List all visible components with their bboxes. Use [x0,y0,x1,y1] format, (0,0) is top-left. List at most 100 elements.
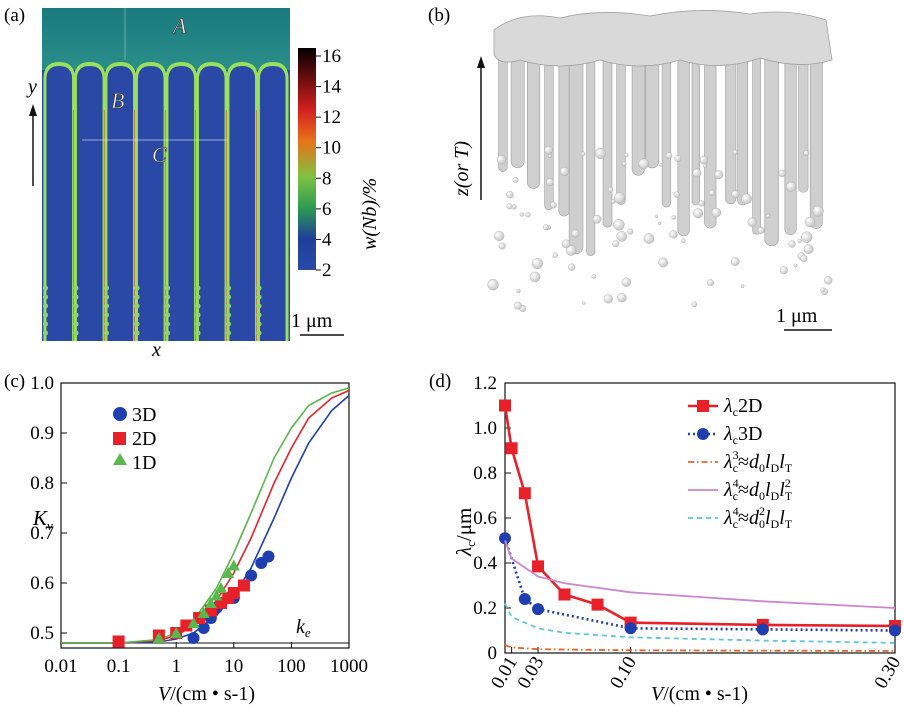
droplet-3d [703,163,708,168]
droplet [164,294,171,300]
droplet-3d [681,238,686,243]
droplet-3d [519,212,524,217]
droplet-3d [671,215,676,220]
droplet-3d [547,153,553,159]
droplet [256,285,262,291]
droplet-3d [711,207,722,218]
series-line-3 [504,540,896,609]
colorbar-ticks: 16 14 12 10 8 6 4 2 [316,46,342,281]
droplet [134,330,140,336]
droplet-3d [549,201,557,209]
droplet [256,321,262,327]
point-1d [170,627,183,638]
droplet-3d [698,200,705,207]
colorbar-tick-label: 2 [322,260,332,281]
droplet-3d [812,205,824,217]
droplet-3d [766,213,771,218]
y-tick-label: 0.5 [30,623,54,644]
dendrite-trunk [198,66,225,341]
y-tick-label: 0.9 [30,423,54,444]
droplet-3d [665,152,673,159]
droplet [225,303,232,309]
droplet [195,285,201,291]
droplet [225,330,232,336]
panel-a: (a) A B C y x 16 14 12 10 8 6 4 2 w(Nb)/% 1 μm [4,5,381,361]
droplet [42,321,49,327]
droplet-3d [740,284,745,288]
droplet [42,330,49,336]
droplet-3d [730,257,740,266]
dendrite-trunk [229,66,256,341]
droplet-3d [674,154,682,162]
x-tick-label: 0.1 [107,656,131,677]
colorbar-tick-label: 6 [322,199,332,220]
point-2d [180,619,193,632]
droplet-3d [571,229,580,238]
dendrite-tips [493,10,833,67]
droplet-3d [616,231,628,242]
droplet-3d [487,278,499,291]
droplet [103,303,110,309]
dendrite-column [764,33,779,247]
droplet-3d [531,257,543,269]
marker-3d [624,622,637,635]
x-tick-label: 0.01 [44,656,77,677]
panel-b: (b) z(or T) 1 μm [428,5,833,331]
droplet-3d [793,263,798,268]
plot-c-ticks: 0.01 0.1 1 10 100 1000 0.5 0.6 0.7 0.8 0.9 1.0 [30,373,368,677]
colorbar-label: w(Nb)/% [359,178,381,250]
y-tick-label: 1.0 [473,418,497,439]
droplet-3d [673,191,680,198]
droplet [195,321,201,327]
point-3d [197,622,210,634]
droplet-3d [824,276,833,285]
plot-d-ylabel: λc/μm [452,508,478,557]
axis-z-arrowhead [477,56,485,68]
region-label-c: C [152,142,167,167]
droplet [195,312,201,318]
colorbar-tick-label: 8 [322,168,332,189]
droplet-3d [613,192,625,204]
legend-label-1: λc3D [723,423,762,447]
droplet-3d [654,214,659,219]
axis-x-label: x [151,339,161,361]
droplet [164,285,171,291]
droplet-3d [779,266,788,275]
marker-3d [756,623,769,636]
droplet-3d [820,287,825,293]
liquid-region [42,8,290,70]
droplet-3d [800,254,808,262]
droplet-3d [546,178,554,186]
droplet [195,330,201,336]
annotation-ke: ke [296,616,311,640]
panel-c: (c) 0.01 0.1 1 10 100 10000.50.60.70.80.91.0 … [4,371,368,705]
droplet-3d [603,294,613,304]
droplet [225,285,232,291]
marker-3d [532,603,545,616]
panel-c-label: (c) [4,371,25,392]
dendrite-3d-render [487,10,833,313]
legend-3d-marker [113,407,127,421]
legend-3d-label: 3D [132,404,156,426]
droplet [256,294,262,300]
region-label-a: A [171,13,187,38]
y-tick-label: 0 [488,643,498,664]
droplet-3d [693,208,704,219]
droplet-3d [617,292,627,303]
dendrite-trunk [107,66,134,341]
droplet-3d [691,301,698,308]
droplet-3d [506,203,513,210]
droplet-3d [621,277,631,287]
point-1d [187,617,200,628]
axis-z-label: z(or T) [451,141,473,197]
point-2d [227,587,240,599]
legend-label-4: λ4 c≈d2 0lDlT [723,504,793,531]
droplet-3d [498,242,506,250]
legend-label-3: λ4 c≈d0lDl2 T [723,476,793,503]
panel-d-label: (d) [429,371,451,392]
point-3d [245,569,258,582]
droplet [73,330,79,336]
plot-c-xlabel: V/(cm • s-1) [158,683,255,705]
